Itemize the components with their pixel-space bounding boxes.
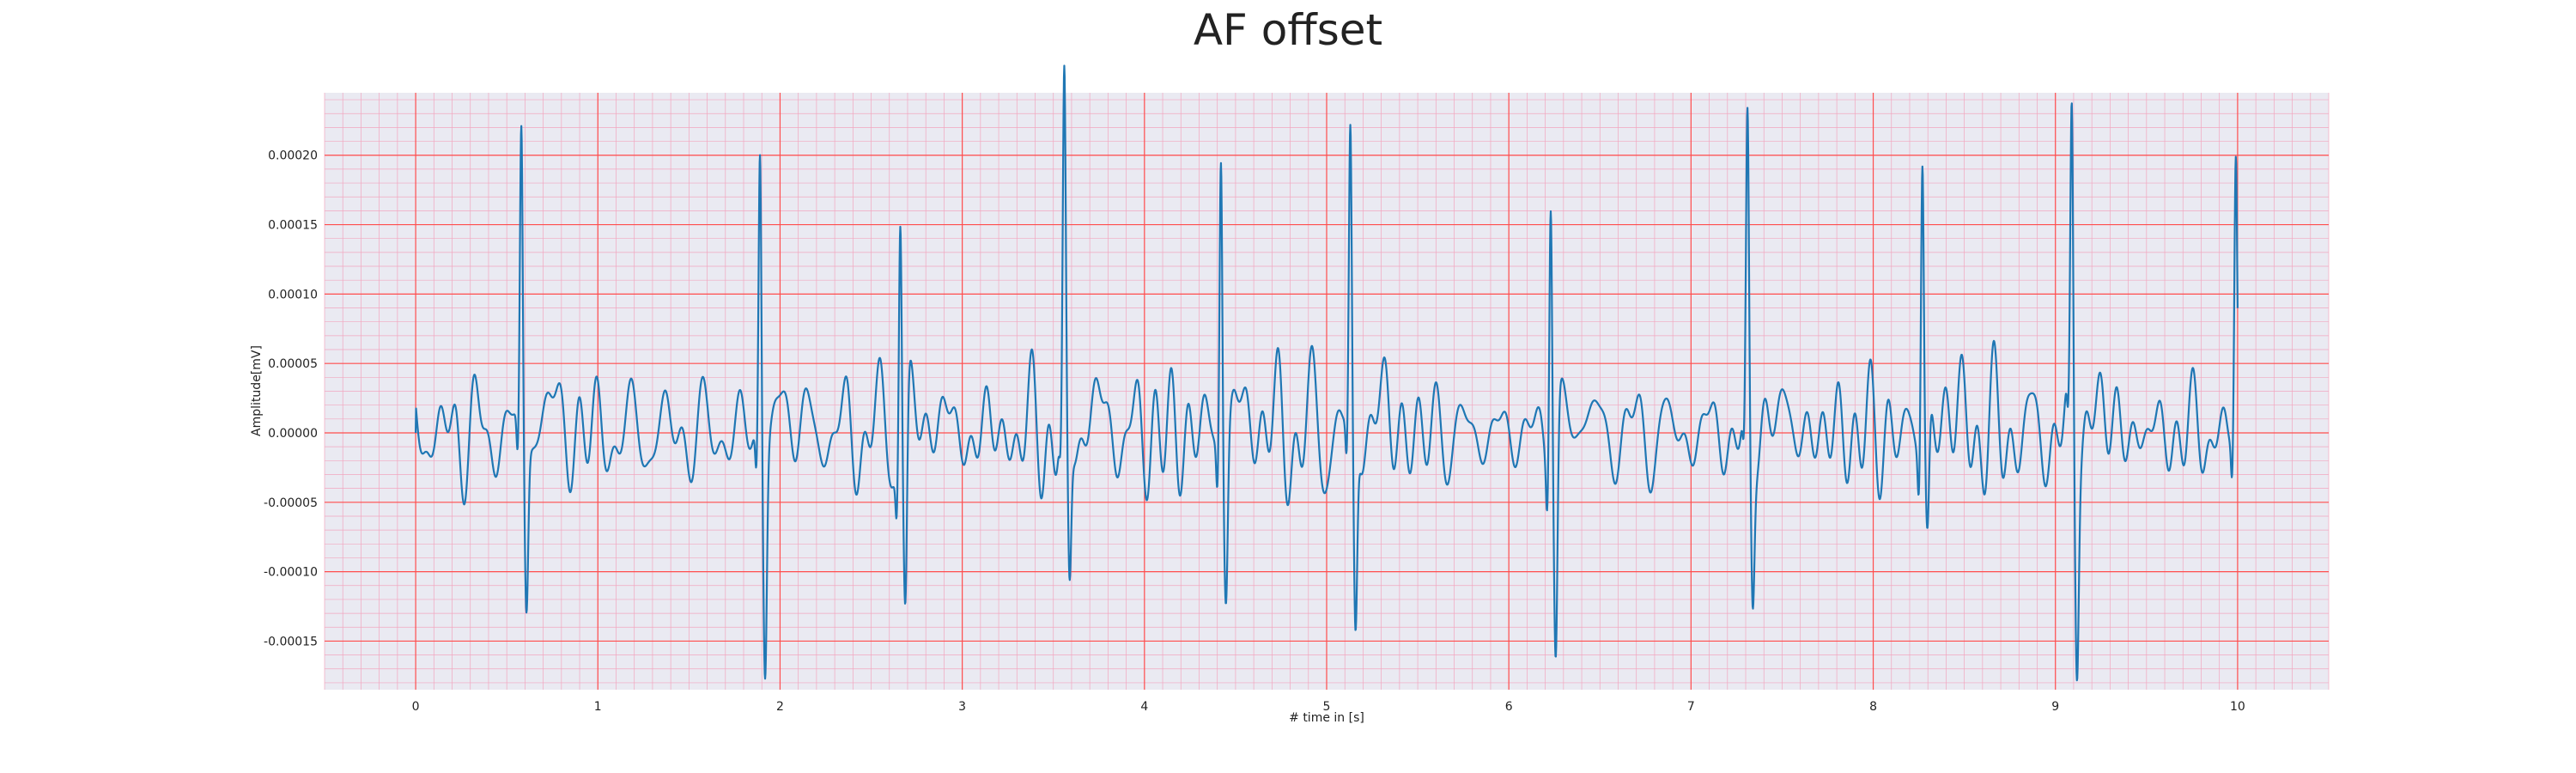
x-tick-label: 6 xyxy=(1505,700,1513,714)
x-tick-label: 4 xyxy=(1140,700,1148,714)
x-axis-label: # time in [s] xyxy=(1289,711,1364,725)
x-tick-label: 5 xyxy=(1323,700,1331,714)
y-tick-labels: -0.00015 -0.00010 -0.00005 0.00000 0.00005 0.… xyxy=(264,149,318,649)
x-tick-label: 9 xyxy=(2051,700,2059,714)
x-tick-label: 10 xyxy=(2230,700,2245,714)
x-tick-label: 8 xyxy=(1869,700,1877,714)
y-axis-label: Amplitude[mV] xyxy=(250,345,264,436)
x-tick-label: 1 xyxy=(594,700,602,714)
y-tick-label: -0.00005 xyxy=(264,496,318,510)
series-line-af-offset xyxy=(414,64,2239,682)
y-tick-label: 0.00000 xyxy=(268,427,318,441)
y-tick-label: -0.00015 xyxy=(264,635,318,648)
y-tick-label: 0.00005 xyxy=(268,357,318,371)
x-tick-label: 0 xyxy=(412,700,420,714)
x-tick-labels: 0 1 2 3 4 5 6 7 8 9 10 xyxy=(412,700,2245,714)
chart-title: AF offset xyxy=(1194,5,1382,55)
y-tick-label: 0.00010 xyxy=(268,288,318,301)
y-tick-label: 0.00020 xyxy=(268,149,318,163)
y-tick-label: -0.00010 xyxy=(264,566,318,580)
x-tick-label: 7 xyxy=(1687,700,1695,714)
major-grid xyxy=(325,93,2329,690)
y-tick-label: 0.00015 xyxy=(268,219,318,233)
x-tick-label: 2 xyxy=(776,700,784,714)
x-tick-label: 3 xyxy=(958,700,966,714)
